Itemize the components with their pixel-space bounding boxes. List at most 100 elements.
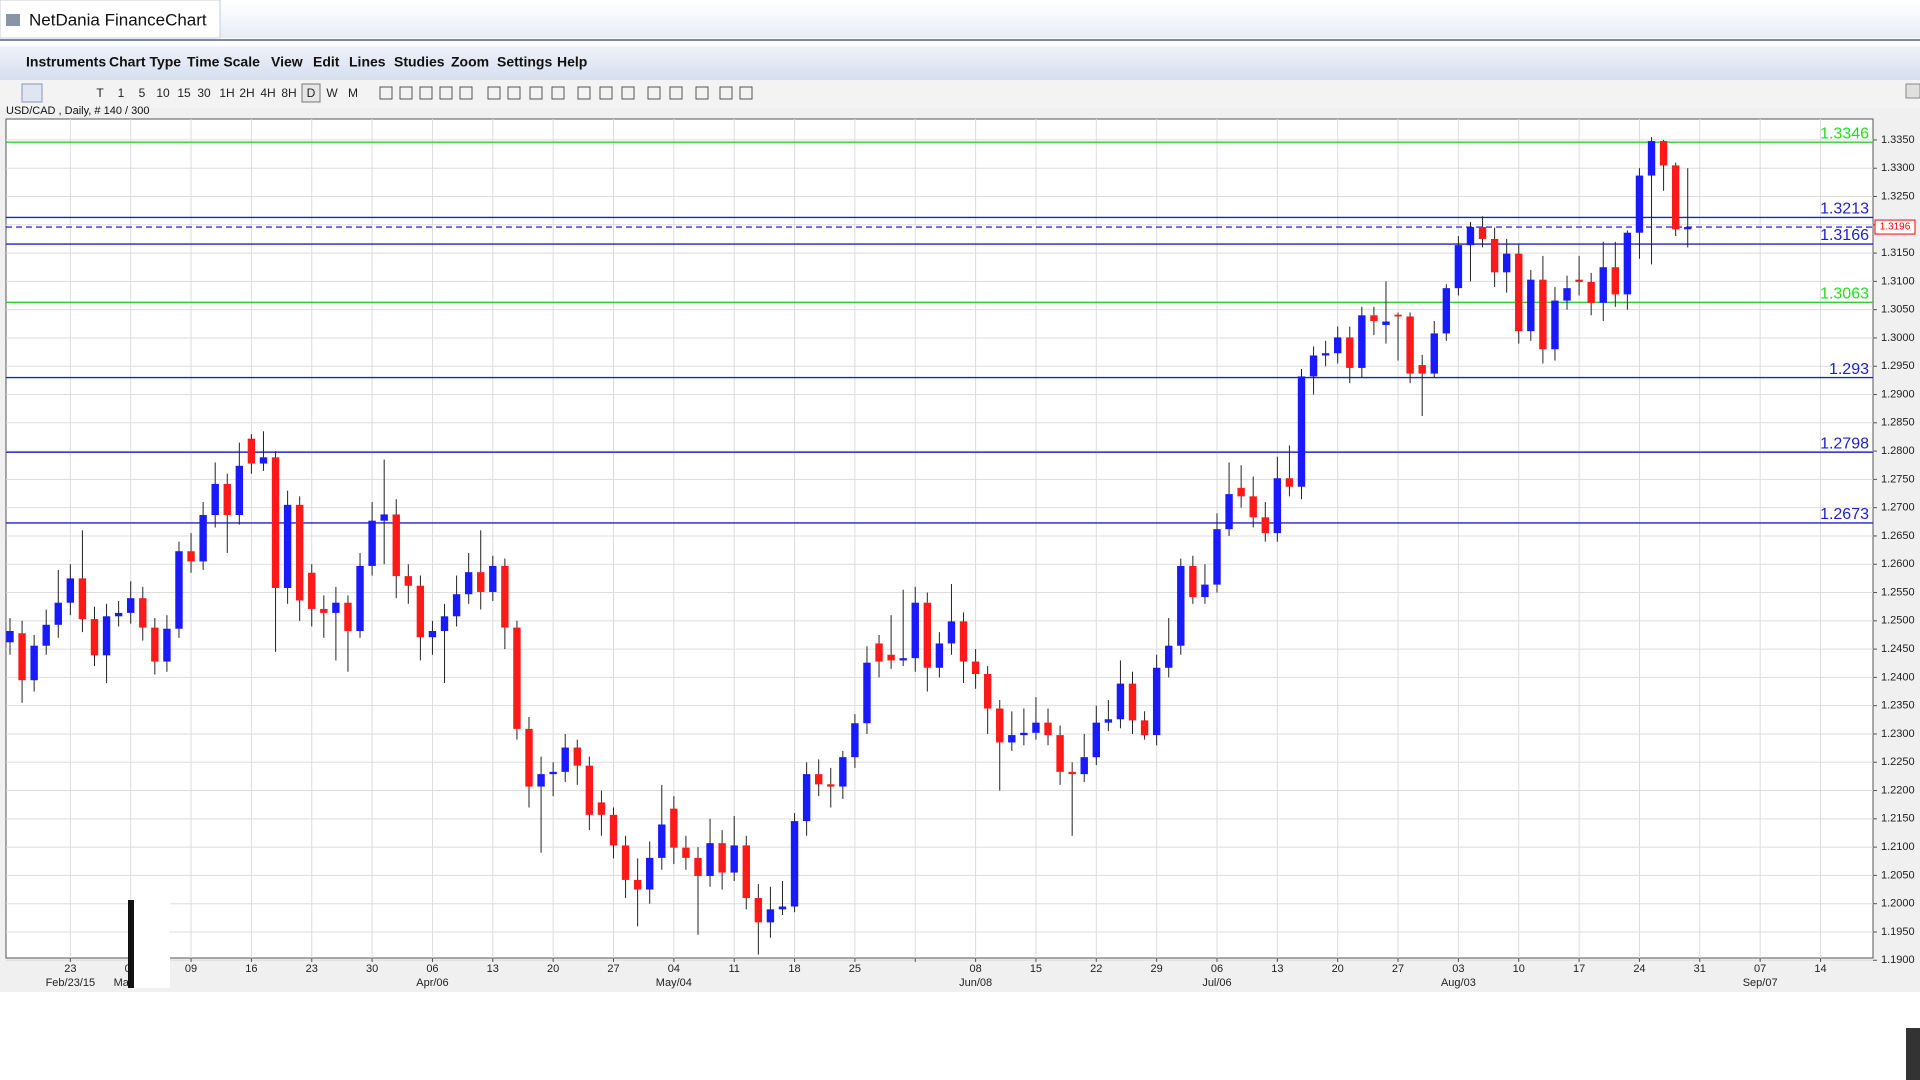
candle-body — [814, 774, 823, 785]
candle-body — [1647, 141, 1656, 176]
y-tick-label: 1.2400 — [1881, 671, 1915, 683]
candle-body — [609, 814, 618, 846]
tool-icon[interactable] — [487, 86, 501, 100]
menu-item[interactable]: Edit — [313, 54, 340, 70]
level-label: 1.293 — [1829, 361, 1869, 378]
menu-item[interactable]: View — [271, 54, 303, 70]
menu-item[interactable]: Help — [557, 54, 587, 70]
level-label: 1.3346 — [1820, 125, 1869, 142]
candle-body — [428, 630, 437, 638]
x-month-label: Aug/03 — [1441, 977, 1476, 989]
y-tick-label: 1.2600 — [1881, 558, 1915, 570]
tool-icon[interactable] — [529, 86, 543, 100]
tool-icon[interactable] — [459, 86, 473, 100]
tool-button-label[interactable]: 10 — [156, 86, 170, 100]
y-tick-label: 1.3350 — [1881, 134, 1915, 146]
tool-icon[interactable] — [379, 86, 393, 100]
y-tick-label: 1.2950 — [1881, 360, 1915, 372]
tool-button-label[interactable]: 4H — [260, 86, 275, 100]
menu-item[interactable]: Instruments — [26, 54, 106, 70]
tool-button[interactable] — [21, 83, 43, 103]
tool-button-label[interactable]: 1H — [219, 86, 234, 100]
y-tick-label: 1.2200 — [1881, 784, 1915, 796]
x-tick-label: 20 — [1332, 963, 1344, 975]
menu-bar — [0, 46, 1920, 80]
candle-body — [1370, 315, 1378, 321]
tool-button-label[interactable]: 1 — [118, 86, 125, 100]
candle-body — [1454, 245, 1463, 289]
y-tick-label: 1.3100 — [1881, 275, 1915, 287]
x-tick-label: 30 — [366, 963, 378, 975]
tool-icon[interactable] — [419, 86, 433, 100]
x-tick-label: 08 — [969, 963, 981, 975]
tool-button-label[interactable]: T — [96, 86, 104, 100]
tool-icon[interactable] — [621, 86, 635, 100]
candle-body — [1587, 281, 1595, 303]
x-tick-label: 06 — [426, 963, 438, 975]
menu-item[interactable]: Chart Type — [109, 54, 181, 70]
candle-body — [1684, 227, 1692, 230]
candle-body — [6, 630, 14, 643]
candle-body — [1527, 279, 1535, 332]
y-tick-label: 1.2150 — [1881, 813, 1915, 825]
tool-button-label[interactable]: W — [326, 86, 338, 100]
y-tick-label: 1.2050 — [1881, 869, 1915, 881]
candle-body — [694, 857, 702, 876]
candle-body — [911, 602, 919, 659]
tool-icon[interactable] — [695, 86, 709, 100]
tool-button-label[interactable]: 2H — [239, 86, 254, 100]
x-month-label: Jun/08 — [959, 977, 992, 989]
menu-item[interactable]: Settings — [497, 54, 552, 70]
level-label: 1.3166 — [1820, 227, 1869, 244]
tool-icon[interactable] — [577, 86, 591, 100]
candle-body — [440, 616, 449, 631]
candle-body — [573, 747, 581, 766]
candle-body — [344, 602, 352, 631]
tool-icon[interactable] — [669, 86, 683, 100]
candle-body — [1152, 667, 1161, 736]
candle-body — [1213, 529, 1221, 585]
candle-body — [549, 771, 557, 775]
candle-body — [78, 578, 87, 620]
candle-body — [525, 728, 533, 787]
tool-icon[interactable] — [599, 86, 613, 100]
menu-item[interactable]: Studies — [394, 54, 445, 70]
candle-body — [899, 658, 907, 661]
x-tick-label: 18 — [788, 963, 800, 975]
x-tick-label: 09 — [185, 963, 197, 975]
candle-body — [1575, 279, 1583, 282]
candle-body — [1104, 719, 1113, 723]
x-tick-label: 11 — [728, 963, 739, 975]
menu-item[interactable]: Zoom — [451, 54, 489, 70]
x-month-label: Feb/23/15 — [46, 977, 96, 989]
tool-button[interactable] — [301, 83, 321, 103]
candle-body — [1430, 333, 1438, 374]
candle-body — [851, 723, 859, 758]
tool-button-label[interactable]: 5 — [139, 86, 146, 100]
tool-icon[interactable] — [399, 86, 413, 100]
tool-icon[interactable] — [439, 86, 453, 100]
tool-button-label[interactable]: 30 — [197, 86, 211, 100]
candle-body — [658, 824, 666, 858]
menu-item[interactable]: Lines — [349, 54, 386, 70]
tool-icon[interactable] — [739, 86, 753, 100]
tool-button-label[interactable]: D — [307, 86, 316, 100]
tool-icon[interactable] — [507, 86, 521, 100]
tool-button-label[interactable]: 15 — [177, 86, 191, 100]
tool-button-label[interactable]: 8H — [281, 86, 296, 100]
y-tick-label: 1.2500 — [1881, 615, 1915, 627]
y-tick-label: 1.1950 — [1881, 926, 1915, 938]
tool-button-label[interactable]: M — [348, 86, 358, 100]
tool-icon[interactable] — [719, 86, 733, 100]
candle-body — [1382, 321, 1390, 325]
candle-body — [404, 576, 413, 586]
candle-body — [477, 572, 485, 592]
tool-icon[interactable] — [551, 86, 565, 100]
candle-body — [1502, 253, 1511, 273]
candle-body — [1056, 735, 1064, 772]
candle-body — [199, 515, 207, 562]
panel-button[interactable] — [1905, 83, 1920, 99]
candle-body — [1478, 227, 1487, 239]
menu-item[interactable]: Time Scale — [187, 54, 260, 70]
tool-icon[interactable] — [647, 86, 661, 100]
